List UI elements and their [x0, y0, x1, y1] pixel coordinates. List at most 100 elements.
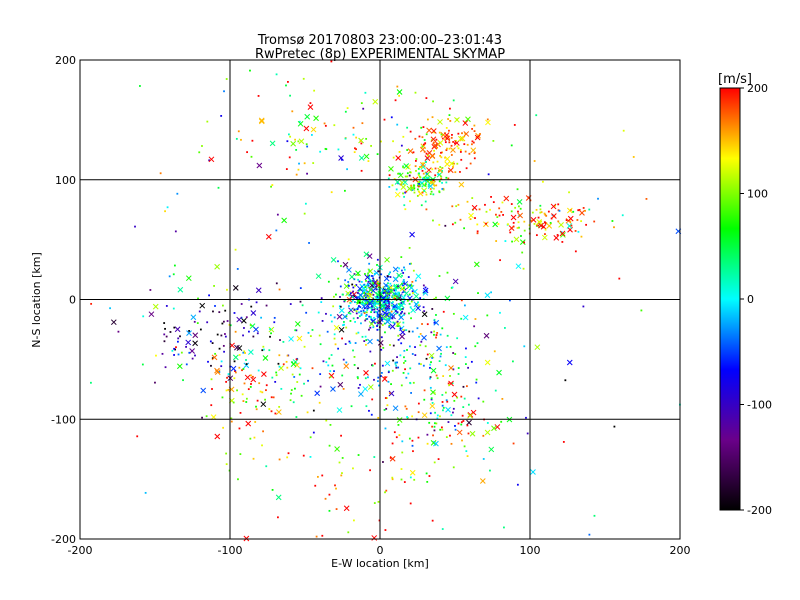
data-point	[290, 389, 293, 391]
data-point	[428, 421, 431, 424]
data-point	[387, 300, 389, 303]
data-point	[433, 461, 436, 464]
data-point-cross	[432, 142, 438, 149]
data-point-cross	[484, 292, 491, 299]
data-point-cross	[367, 300, 373, 307]
data-point	[220, 334, 223, 337]
data-point	[341, 374, 344, 377]
data-point	[429, 363, 432, 366]
data-point-cross	[536, 219, 543, 225]
data-point	[399, 327, 402, 330]
data-point	[211, 388, 213, 390]
data-point	[134, 225, 136, 228]
data-point	[371, 305, 373, 308]
data-point	[163, 333, 166, 336]
data-point	[250, 305, 253, 308]
data-point	[430, 139, 433, 142]
data-point-cross	[243, 362, 250, 369]
data-point	[408, 312, 410, 315]
data-point	[386, 312, 388, 315]
data-point	[391, 296, 393, 298]
data-point	[459, 151, 462, 153]
data-point	[444, 391, 447, 394]
data-point	[582, 305, 585, 308]
data-point	[393, 289, 396, 292]
data-point	[223, 320, 225, 323]
data-point	[448, 384, 451, 387]
data-point	[472, 141, 475, 144]
data-point	[535, 208, 538, 211]
data-point	[537, 216, 540, 219]
data-point	[471, 128, 474, 130]
data-point	[423, 190, 426, 192]
data-point-cross	[451, 391, 458, 398]
x-tick-label: 100	[520, 544, 541, 557]
data-point	[421, 169, 424, 172]
data-point	[238, 366, 241, 369]
data-point	[332, 295, 335, 298]
data-point	[526, 432, 529, 435]
data-point	[414, 279, 417, 282]
data-point-cross	[421, 334, 427, 341]
data-point	[388, 291, 391, 293]
data-point-cross	[148, 311, 155, 318]
data-point	[398, 267, 401, 270]
data-point	[353, 273, 356, 275]
data-point	[376, 306, 379, 309]
data-point	[448, 138, 451, 141]
data-point	[401, 274, 403, 277]
data-point-cross	[307, 104, 314, 110]
data-point	[342, 387, 345, 390]
data-point-cross	[296, 335, 303, 342]
data-point	[426, 353, 429, 356]
data-point	[433, 149, 435, 152]
data-point	[330, 60, 333, 63]
data-point	[382, 302, 385, 305]
data-point-cross	[186, 330, 192, 337]
data-point-cross	[468, 212, 474, 219]
data-point	[361, 335, 364, 338]
data-point	[446, 334, 449, 337]
data-point	[618, 277, 621, 280]
data-point	[328, 493, 331, 496]
data-point	[376, 315, 379, 318]
data-point	[309, 436, 312, 439]
data-point-cross	[200, 387, 207, 394]
data-point-cross	[409, 469, 416, 476]
data-point	[445, 181, 448, 184]
data-point	[357, 331, 360, 334]
data-point-cross	[343, 363, 350, 369]
data-point	[308, 242, 310, 244]
data-point	[432, 219, 434, 222]
data-point	[275, 374, 278, 377]
data-point	[439, 355, 442, 358]
data-point	[423, 310, 426, 313]
data-point	[177, 340, 179, 343]
data-point	[367, 280, 370, 283]
data-point	[399, 294, 402, 297]
data-point	[252, 457, 255, 460]
data-point-cross	[389, 323, 396, 330]
data-point	[230, 417, 233, 420]
data-point	[450, 144, 453, 147]
data-point	[411, 415, 414, 418]
data-point	[357, 367, 359, 370]
data-point	[450, 136, 453, 139]
data-point	[241, 393, 244, 396]
data-point	[435, 336, 437, 339]
data-point	[320, 301, 323, 303]
data-point	[420, 181, 423, 184]
data-point-cross	[337, 381, 344, 388]
data-point	[349, 312, 352, 315]
data-point-cross	[415, 273, 422, 280]
data-point	[418, 166, 421, 168]
data-point	[371, 297, 374, 300]
data-point	[461, 414, 464, 417]
data-point	[414, 354, 417, 356]
data-point-cross	[551, 213, 557, 219]
data-point	[533, 223, 536, 225]
data-point	[222, 426, 225, 429]
data-point	[436, 377, 439, 380]
data-point	[373, 308, 376, 311]
data-point	[295, 149, 298, 151]
